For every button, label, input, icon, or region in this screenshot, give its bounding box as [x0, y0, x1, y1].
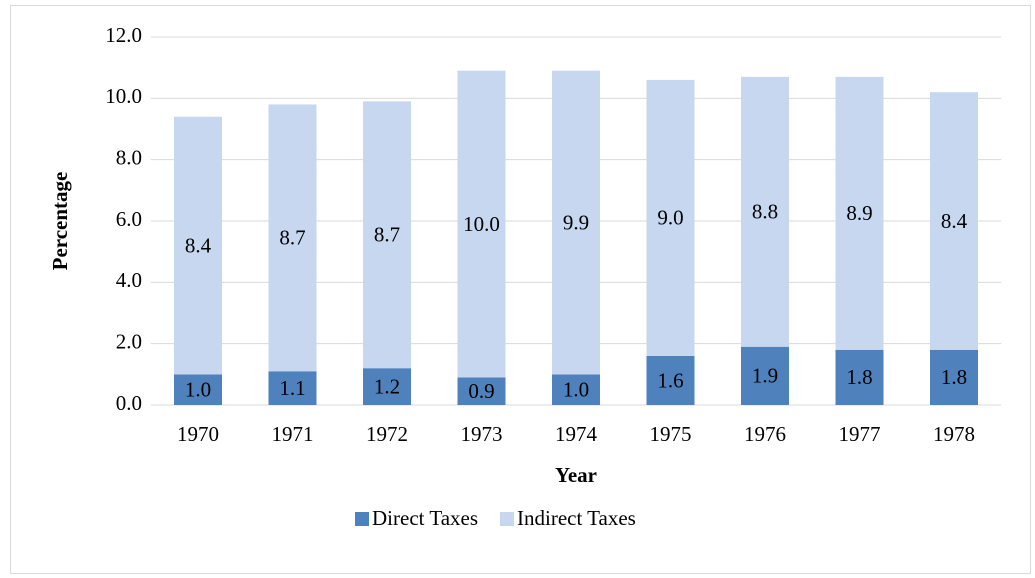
- bar-segment: [363, 101, 411, 369]
- y-tick-label: 8.0: [116, 145, 142, 169]
- bar-segment: [646, 355, 695, 405]
- data-label: 9.9: [563, 210, 589, 234]
- y-tick-label: 0.0: [116, 391, 142, 415]
- x-tick-label: 1975: [650, 422, 692, 446]
- bar-segment: [835, 76, 884, 350]
- bar-segment: [552, 374, 600, 405]
- x-tick-label: 1971: [272, 422, 314, 446]
- bar-segment: [268, 104, 317, 372]
- y-tick-label: 10.0: [105, 84, 142, 108]
- data-label: 9.0: [657, 206, 683, 230]
- data-label: 10.0: [463, 212, 500, 236]
- bar-segment: [174, 116, 222, 375]
- bar-segment: [363, 368, 411, 405]
- y-tick-label: 2.0: [116, 329, 142, 353]
- bar-segment: [552, 70, 600, 375]
- x-tick-label: 1970: [177, 422, 219, 446]
- bar-segment: [930, 349, 978, 405]
- bar-segment: [268, 371, 317, 405]
- data-label: 1.8: [846, 365, 872, 389]
- data-label: 1.8: [941, 365, 967, 389]
- x-tick-label: 1977: [839, 422, 881, 446]
- data-label: 1.6: [657, 368, 683, 392]
- x-tick-label: 1974: [555, 422, 598, 446]
- data-label: 1.1: [279, 376, 305, 400]
- x-tick-label: 1973: [461, 422, 503, 446]
- bar-segment: [835, 349, 884, 405]
- data-label: 1.0: [185, 377, 211, 401]
- x-tick-label: 1978: [933, 422, 975, 446]
- y-axis-label: Percentage: [48, 172, 72, 271]
- bar-segment: [457, 70, 506, 378]
- bar-segment: [741, 76, 789, 347]
- data-label: 8.7: [279, 226, 305, 250]
- x-tick-label: 1972: [366, 422, 408, 446]
- data-label: 8.9: [846, 201, 872, 225]
- data-label: 8.7: [374, 223, 400, 247]
- legend-swatch: [355, 512, 369, 526]
- x-axis-label: Year: [555, 463, 597, 487]
- legend-label: Indirect Taxes: [517, 506, 636, 530]
- y-tick-label: 4.0: [116, 268, 142, 292]
- bar-segment: [174, 374, 222, 405]
- data-label: 8.8: [752, 200, 778, 224]
- x-tick-label: 1976: [744, 422, 786, 446]
- data-label: 1.2: [374, 374, 400, 398]
- bar-segment: [741, 346, 789, 405]
- bar-segment: [457, 377, 506, 405]
- data-label: 1.0: [563, 377, 589, 401]
- bar-segment: [930, 92, 978, 350]
- data-label: 1.9: [752, 364, 778, 388]
- y-tick-label: 12.0: [105, 23, 142, 47]
- y-tick-label: 6.0: [116, 207, 142, 231]
- legend-swatch: [500, 512, 515, 526]
- data-label: 0.9: [468, 379, 494, 403]
- data-label: 8.4: [941, 209, 968, 233]
- legend-label: Direct Taxes: [372, 506, 478, 530]
- data-label: 8.4: [185, 233, 212, 257]
- bar-segment: [646, 79, 695, 356]
